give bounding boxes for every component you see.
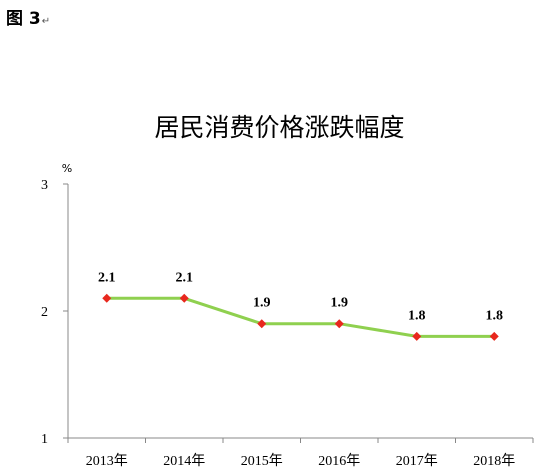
- chart-axes: 1 2 3% 2013年 2014年 2015年 2016年 2017年 2018年: [41, 162, 534, 469]
- figure-label-text: 图 3: [6, 9, 41, 29]
- paragraph-mark: ↵: [41, 16, 51, 27]
- data-point: [257, 319, 267, 329]
- y-tick-label: 2: [41, 305, 48, 320]
- y-unit-label: %: [62, 162, 72, 175]
- chart-series: [102, 293, 499, 341]
- x-tick-label: 2018年: [473, 453, 515, 469]
- x-tick-label: 2014年: [163, 453, 205, 469]
- data-label: 1.9: [331, 296, 349, 311]
- data-label: 1.8: [408, 308, 426, 323]
- y-tick-label: 1: [41, 432, 48, 447]
- data-label: 1.9: [253, 296, 271, 311]
- y-tick-label: 3: [41, 178, 48, 193]
- x-tick-label: 2017年: [396, 453, 438, 469]
- data-point: [412, 331, 422, 341]
- chart-title: 居民消费价格涨跌幅度: [154, 113, 405, 142]
- data-point: [334, 319, 344, 329]
- figure-label: 图 3↵: [6, 4, 50, 29]
- x-tick-label: 2016年: [318, 453, 360, 469]
- data-point: [179, 293, 189, 303]
- data-label: 2.1: [98, 270, 116, 285]
- data-label: 2.1: [176, 270, 194, 285]
- chart-labels: 2.1 2.1 1.9 1.9 1.8 1.8: [98, 270, 503, 323]
- data-point: [489, 331, 499, 341]
- x-tick-label: 2013年: [86, 453, 128, 469]
- x-tick-label: 2015年: [241, 453, 283, 469]
- data-label: 1.8: [486, 308, 504, 323]
- data-point: [102, 293, 112, 303]
- series-line: [106, 296, 495, 338]
